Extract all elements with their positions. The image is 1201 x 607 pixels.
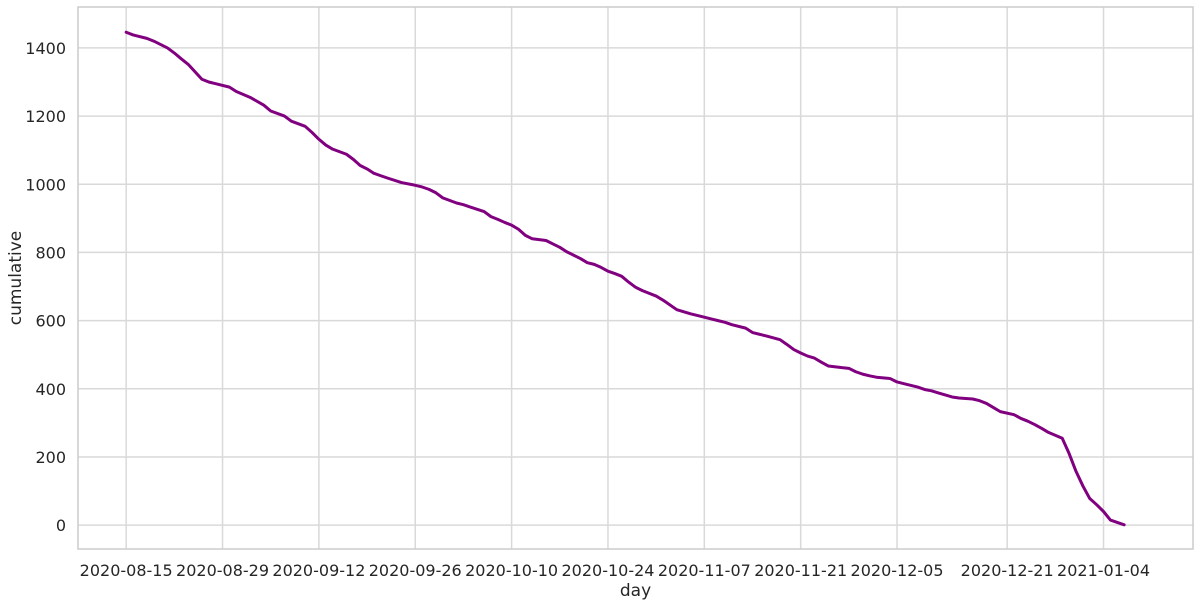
x-tick-label: 2020-11-07 (658, 561, 751, 580)
x-axis-label: day (620, 581, 651, 601)
y-tick-label: 1400 (25, 39, 66, 58)
y-tick-label: 800 (35, 243, 66, 262)
x-tick-label: 2020-10-24 (561, 561, 654, 580)
x-tick-label: 2020-09-26 (369, 561, 462, 580)
x-tick-label: 2020-12-05 (851, 561, 944, 580)
y-tick-label: 1200 (25, 107, 66, 126)
y-tick-label: 1000 (25, 175, 66, 194)
x-tick-label: 2020-08-29 (176, 561, 269, 580)
plot-area-frame (77, 6, 1194, 550)
x-tick-label: 2020-12-21 (961, 561, 1054, 580)
x-axis-ticks: 2020-08-15 2020-08-29 2020-09-12 2020-09-26… (80, 561, 1150, 580)
y-tick-label: 200 (35, 448, 66, 467)
x-tick-label: 2020-09-12 (272, 561, 365, 580)
y-tick-label: 600 (35, 312, 66, 331)
y-tick-label: 0 (56, 516, 66, 535)
cumulative-series-line (124, 30, 1126, 527)
grid-lines (78, 7, 1193, 549)
x-tick-label: 2020-11-21 (754, 561, 847, 580)
x-tick-label: 2020-10-10 (465, 561, 558, 580)
y-tick-label: 400 (35, 380, 66, 399)
y-axis-label: cumulative (6, 231, 26, 326)
x-tick-label: 2020-08-15 (80, 561, 173, 580)
y-axis-ticks: 0 200 400 600 800 1000 1200 1400 (25, 39, 66, 535)
x-tick-label: 2021-01-04 (1057, 561, 1150, 580)
